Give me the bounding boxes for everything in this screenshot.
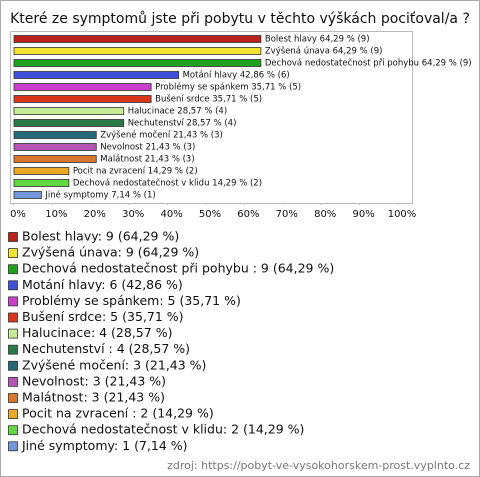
data-label: Bušení srdce 35,71 % (5) <box>155 94 262 105</box>
legend-label: Bušení srdce: 5 (35,71 %) <box>22 309 184 324</box>
bar <box>13 47 262 55</box>
x-tick-label: 0% <box>10 209 26 220</box>
data-label: Bolest hlavy 64,29 % (9) <box>265 35 370 45</box>
legend-swatch <box>8 425 18 436</box>
data-label: Nevolnost 21,43 % (3) <box>100 143 195 153</box>
data-label: Nechutenství 28,57 % (4) <box>128 119 237 129</box>
legend-swatch <box>8 264 18 275</box>
legend-label: Nevolnost: 3 (21,43 %) <box>22 373 166 388</box>
x-tick-label: 80% <box>314 209 336 220</box>
data-label: Pocit na zvracení 14,29 % (2) <box>73 167 198 177</box>
x-tick-label: 30% <box>122 209 144 220</box>
legend-label: Jiné symptomy: 1 (7,14 %) <box>21 438 188 453</box>
bar <box>13 107 125 115</box>
data-label: Halucinace 28,57 % (4) <box>128 107 227 117</box>
x-tick-label: 10% <box>45 209 67 220</box>
data-label: Dechová nedostatečnost v klidu 14,29 % (… <box>73 178 262 189</box>
bar <box>13 191 42 199</box>
legend-label: Bolest hlavy: 9 (64,29 %) <box>22 229 179 244</box>
bar <box>13 155 97 163</box>
legend-swatch <box>8 344 18 355</box>
x-tick-label: 60% <box>237 209 259 220</box>
x-tick-label: 90% <box>352 209 374 220</box>
bar <box>13 35 262 43</box>
legend-label: Motání hlavy: 6 (42,86 %) <box>22 277 183 292</box>
legend-label: Dechová nedostatečnost při pohybu : 9 (6… <box>22 261 334 276</box>
x-tick-label: 50% <box>199 209 221 220</box>
chart-title: Které ze symptomů jste při pobytu v těch… <box>10 11 470 27</box>
x-tick-label: 20% <box>84 209 106 220</box>
legend-swatch <box>8 232 18 242</box>
legend-swatch <box>8 409 18 420</box>
data-label: Jiné symptomy 7,14 % (1) <box>44 190 155 201</box>
bar <box>13 179 70 187</box>
bar <box>13 71 179 79</box>
data-label: Zvýšená únava 64,29 % (9) <box>265 46 383 57</box>
legend-label: Pocit na zvracení : 2 (14,29 %) <box>22 406 214 421</box>
legend-swatch <box>8 441 18 452</box>
legend-swatch <box>8 376 18 387</box>
bar <box>13 119 125 127</box>
legend-label: Dechová nedostatečnost v klidu: 2 (14,29… <box>22 422 304 437</box>
data-label: Zvýšené močení 21,43 % (3) <box>100 130 223 141</box>
legend-swatch <box>8 360 18 371</box>
legend-label: Problémy se spánkem: 5 (35,71 %) <box>22 293 241 308</box>
legend-swatch <box>8 280 18 291</box>
bar <box>13 131 97 139</box>
legend-swatch <box>8 328 18 339</box>
data-label: Dechová nedostatečnost při pohybu 64,29 … <box>265 58 472 69</box>
bar <box>13 143 97 151</box>
data-label: Malátnost 21,43 % (3) <box>100 155 194 165</box>
x-tick-label: 40% <box>160 209 182 220</box>
plot-area <box>10 31 413 204</box>
legend-label: Zvýšené močení: 3 (21,43 %) <box>22 357 206 372</box>
data-label: Problémy se spánkem 35,71 % (5) <box>155 82 301 93</box>
x-tick-label: 70% <box>276 209 298 220</box>
bar <box>13 95 152 103</box>
bar <box>13 83 152 91</box>
legend-label: Zvýšená únava: 9 (64,29 %) <box>22 245 199 260</box>
data-label: Motání hlavy 42,86 % (6) <box>183 71 290 81</box>
legend-swatch <box>8 393 18 403</box>
legend-label: Malátnost: 3 (21,43 %) <box>22 390 165 405</box>
source: zdroj: https://pobyt-ve-vysokohorskem-pr… <box>167 459 470 472</box>
legend-swatch <box>8 248 18 259</box>
legend-label: Nechutenství : 4 (28,57 %) <box>22 341 190 356</box>
legend-swatch <box>8 312 18 323</box>
bar <box>13 59 262 67</box>
bar <box>13 167 70 175</box>
legend-label: Halucinace: 4 (28,57 %) <box>22 325 172 340</box>
legend-swatch <box>8 296 18 307</box>
x-tick-label: 100% <box>388 209 417 220</box>
